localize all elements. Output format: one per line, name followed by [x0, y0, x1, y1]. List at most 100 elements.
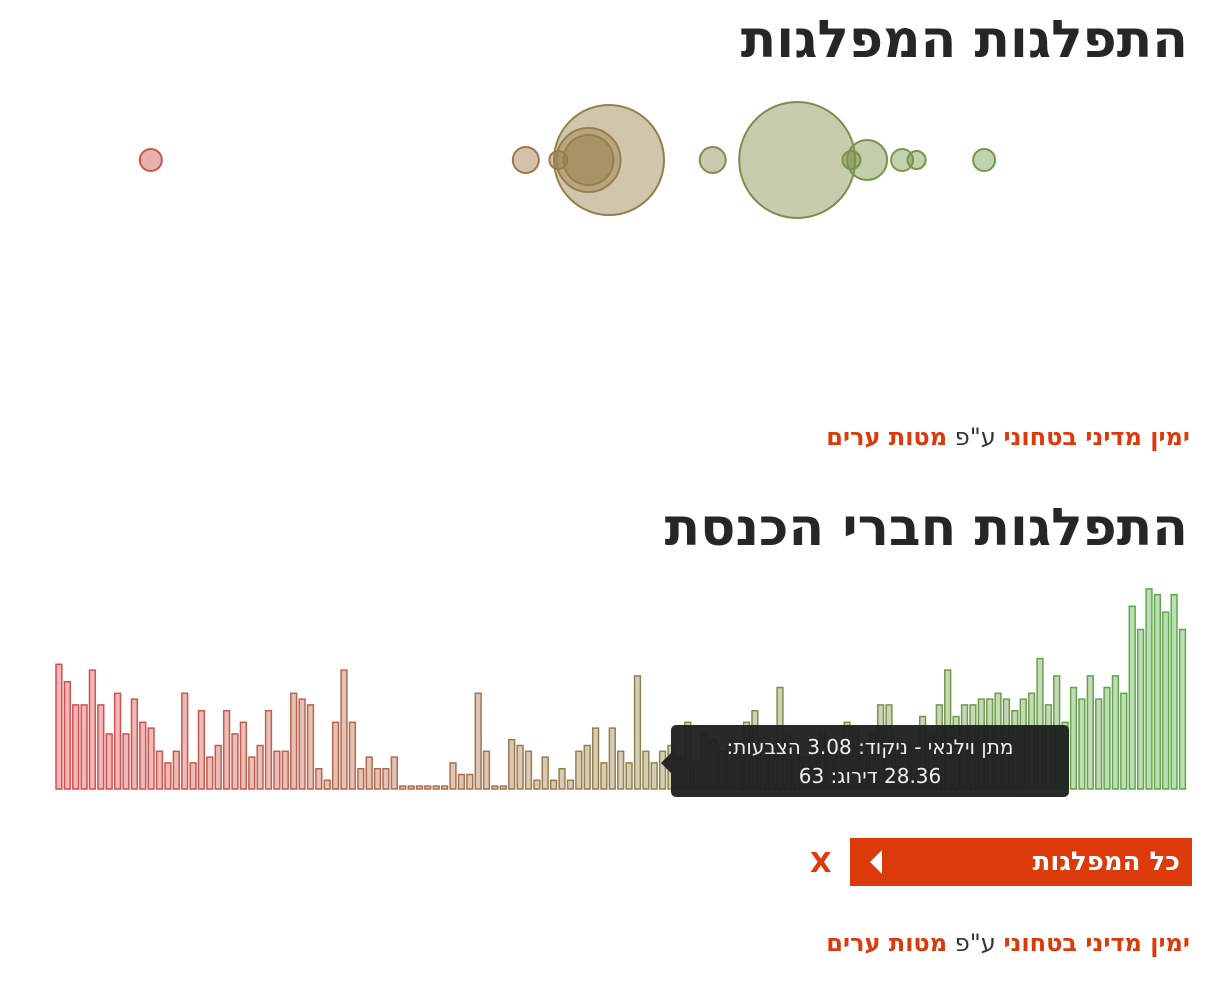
member-bar[interactable]: [499, 785, 507, 790]
member-bar[interactable]: [164, 762, 172, 790]
credit-source[interactable]: מטות ערים: [826, 423, 948, 451]
member-bar[interactable]: [591, 727, 600, 790]
member-bar[interactable]: [222, 709, 231, 790]
party-bubble[interactable]: [906, 150, 927, 170]
member-bar[interactable]: [1136, 628, 1145, 790]
member-bar[interactable]: [524, 750, 533, 790]
member-bar[interactable]: [155, 750, 164, 790]
member-bar[interactable]: [256, 744, 264, 790]
member-bar[interactable]: [206, 756, 214, 790]
party-bubble[interactable]: [698, 146, 727, 174]
party-bubble[interactable]: [555, 127, 622, 193]
party-filter-button[interactable]: כל המפלגות: [850, 838, 1192, 886]
member-bar[interactable]: [491, 785, 499, 790]
member-bar[interactable]: [331, 721, 340, 790]
member-bar[interactable]: [415, 785, 424, 790]
member-bar[interactable]: [1178, 628, 1187, 790]
member-bar[interactable]: [130, 698, 139, 790]
member-bar[interactable]: [1128, 605, 1136, 790]
close-filter-button[interactable]: X: [810, 846, 832, 879]
member-bar[interactable]: [424, 785, 432, 790]
member-bar[interactable]: [273, 750, 281, 790]
member-bar[interactable]: [474, 692, 482, 790]
member-bar[interactable]: [88, 669, 97, 790]
member-bar[interactable]: [440, 785, 449, 790]
member-bar[interactable]: [1162, 611, 1170, 790]
member-bar[interactable]: [482, 750, 491, 790]
member-bar[interactable]: [633, 675, 642, 790]
credit-source-2[interactable]: מטות ערים: [826, 929, 948, 957]
member-bar[interactable]: [147, 727, 155, 790]
member-bar[interactable]: [1086, 675, 1094, 790]
member-bar[interactable]: [298, 698, 306, 790]
member-bar[interactable]: [516, 744, 524, 790]
member-bar[interactable]: [600, 762, 608, 790]
member-bar[interactable]: [566, 779, 575, 790]
member-bar[interactable]: [231, 733, 239, 790]
member-bar[interactable]: [340, 669, 348, 790]
member-bar[interactable]: [239, 721, 248, 790]
member-bar[interactable]: [1095, 698, 1103, 790]
member-bar[interactable]: [466, 773, 474, 790]
member-bar[interactable]: [457, 773, 466, 790]
party-bubble[interactable]: [738, 101, 857, 219]
member-bar[interactable]: [97, 704, 105, 790]
member-bar[interactable]: [575, 750, 583, 790]
member-bar[interactable]: [63, 680, 71, 790]
member-bar[interactable]: [583, 744, 591, 790]
member-bar[interactable]: [1111, 675, 1120, 790]
member-bar[interactable]: [558, 767, 566, 790]
member-bar[interactable]: [625, 762, 633, 790]
member-bar[interactable]: [399, 785, 407, 790]
member-bar[interactable]: [449, 762, 457, 790]
member-bar[interactable]: [642, 750, 650, 790]
member-bar[interactable]: [650, 762, 658, 790]
member-bar[interactable]: [105, 733, 113, 790]
member-bar[interactable]: [533, 779, 541, 790]
member-bar[interactable]: [55, 663, 63, 790]
member-bar[interactable]: [1078, 698, 1086, 790]
member-bar[interactable]: [617, 750, 625, 790]
member-bar[interactable]: [248, 756, 256, 790]
member-bar[interactable]: [1153, 593, 1162, 790]
member-bar[interactable]: [382, 767, 390, 790]
member-bar[interactable]: [373, 767, 382, 790]
member-bar[interactable]: [264, 709, 273, 790]
party-bubble[interactable]: [553, 104, 665, 216]
member-bar[interactable]: [172, 750, 180, 790]
member-bar[interactable]: [281, 750, 289, 790]
member-bar[interactable]: [1145, 588, 1153, 790]
member-bar[interactable]: [508, 738, 516, 790]
party-bubble[interactable]: [890, 148, 915, 172]
party-bubble[interactable]: [972, 148, 997, 172]
member-bar[interactable]: [1170, 593, 1178, 790]
member-bar[interactable]: [72, 704, 80, 790]
member-bar[interactable]: [113, 692, 122, 790]
member-bar[interactable]: [1120, 692, 1128, 790]
party-bubble[interactable]: [511, 146, 540, 174]
member-bar[interactable]: [541, 756, 549, 790]
party-bubble[interactable]: [138, 148, 163, 172]
member-bar[interactable]: [122, 733, 130, 790]
member-bar[interactable]: [348, 721, 357, 790]
member-bar[interactable]: [608, 727, 616, 790]
member-bar[interactable]: [214, 744, 222, 790]
member-bar[interactable]: [306, 704, 315, 790]
member-bar[interactable]: [80, 704, 88, 790]
party-bubble[interactable]: [846, 139, 889, 181]
member-bar[interactable]: [290, 692, 298, 790]
member-bar[interactable]: [139, 721, 147, 790]
member-bar[interactable]: [189, 762, 197, 790]
member-bar[interactable]: [323, 779, 331, 790]
member-bar[interactable]: [1103, 686, 1111, 790]
member-bar[interactable]: [390, 756, 398, 790]
member-bar[interactable]: [549, 779, 558, 790]
party-bubble[interactable]: [562, 134, 615, 186]
member-bar[interactable]: [315, 767, 323, 790]
member-bar[interactable]: [197, 709, 206, 790]
member-bar[interactable]: [1069, 686, 1078, 790]
member-bar[interactable]: [407, 785, 415, 790]
member-bar[interactable]: [365, 756, 373, 790]
member-bar[interactable]: [357, 767, 365, 790]
member-bar[interactable]: [181, 692, 189, 790]
